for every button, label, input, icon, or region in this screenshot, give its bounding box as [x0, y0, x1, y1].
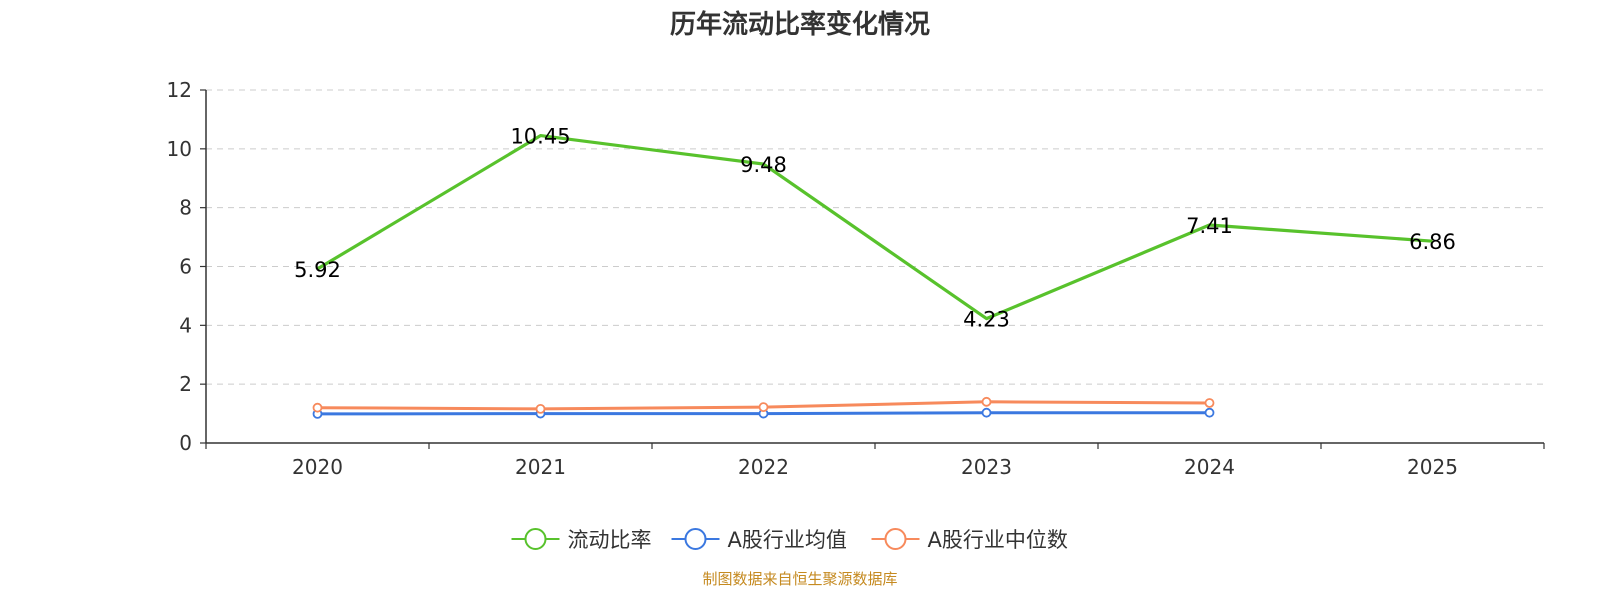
y-axis: 0 2 4 6 8 10 12: [167, 78, 207, 455]
legend-swatch-icon: [524, 528, 547, 550]
legend-item[interactable]: 流动比率: [511, 528, 652, 552]
x-tick-label: 2021: [515, 455, 566, 479]
series-point-2: [535, 403, 546, 414]
x-tick-label: 2022: [738, 455, 789, 479]
source-note: 制图数据来自恒生聚源数据库: [702, 570, 897, 588]
data-label: 7.41: [1186, 214, 1233, 238]
series-point-1: [1204, 407, 1215, 418]
legend-swatch-icon: [684, 528, 707, 550]
x-tick-label: 2023: [961, 455, 1012, 479]
series-line-0: [316, 134, 1433, 321]
y-tick-label: 10: [167, 137, 192, 161]
y-tick-label: 8: [179, 196, 192, 220]
series-point-2: [758, 402, 769, 413]
legend-swatch-icon: [884, 528, 907, 550]
series-point-2: [1204, 398, 1215, 408]
x-tick-label: 2020: [292, 455, 343, 479]
legend-label: A股行业中位数: [928, 528, 1068, 552]
x-tick-label: 2024: [1184, 455, 1235, 479]
legend-label: A股行业均值: [728, 528, 847, 552]
y-tick-label: 4: [179, 313, 192, 337]
legend-item[interactable]: A股行业中位数: [871, 528, 1068, 552]
y-tick-label: 12: [167, 78, 192, 102]
data-label: 5.92: [294, 258, 341, 282]
series-point-2: [312, 402, 323, 413]
legend[interactable]: 流动比率 A股行业均值 A股行业中位数: [511, 528, 1068, 552]
series-point-2: [981, 396, 992, 407]
series-point-1: [981, 407, 992, 418]
x-axis: 2020 2021 2022 2023 2024 2025: [205, 442, 1545, 479]
data-labels: 5.92 10.45 9.48 4.23 7.41 6.86: [294, 125, 1456, 332]
legend-label: 流动比率: [568, 528, 652, 552]
y-tick-label: 2: [179, 372, 192, 396]
data-label: 6.86: [1409, 230, 1456, 254]
x-tick-label: 2025: [1407, 455, 1458, 479]
series-group: [312, 134, 1433, 419]
data-label: 10.45: [510, 125, 570, 149]
y-tick-label: 6: [179, 255, 192, 279]
chart-title: 历年流动比率变化情况: [670, 9, 930, 40]
grid-lines: [206, 89, 1544, 385]
data-label: 9.48: [740, 153, 787, 177]
y-tick-label: 0: [179, 431, 192, 455]
data-label: 4.23: [963, 308, 1010, 332]
legend-item[interactable]: A股行业均值: [671, 528, 847, 552]
